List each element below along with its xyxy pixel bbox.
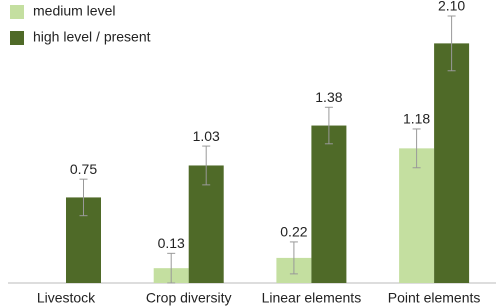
legend-label: high level / present bbox=[33, 29, 151, 45]
value-label: 0.75 bbox=[70, 161, 97, 177]
legend-swatch bbox=[10, 31, 24, 45]
legend-swatch bbox=[10, 5, 24, 19]
value-label: 1.38 bbox=[315, 89, 342, 105]
value-label: 1.18 bbox=[403, 111, 430, 127]
value-label: 0.22 bbox=[280, 224, 307, 240]
x-tick-label: Crop diversity bbox=[146, 290, 232, 306]
x-tick-label: Point elements bbox=[388, 290, 481, 306]
value-label: 2.10 bbox=[438, 0, 465, 14]
value-label: 0.13 bbox=[158, 235, 185, 251]
bar bbox=[434, 43, 470, 284]
value-label: 1.03 bbox=[193, 128, 220, 144]
x-tick-label: Linear elements bbox=[262, 290, 362, 306]
bar bbox=[311, 125, 347, 284]
bar bbox=[399, 148, 435, 283]
legend-label: medium level bbox=[33, 3, 115, 19]
x-tick-label: Livestock bbox=[37, 290, 96, 306]
